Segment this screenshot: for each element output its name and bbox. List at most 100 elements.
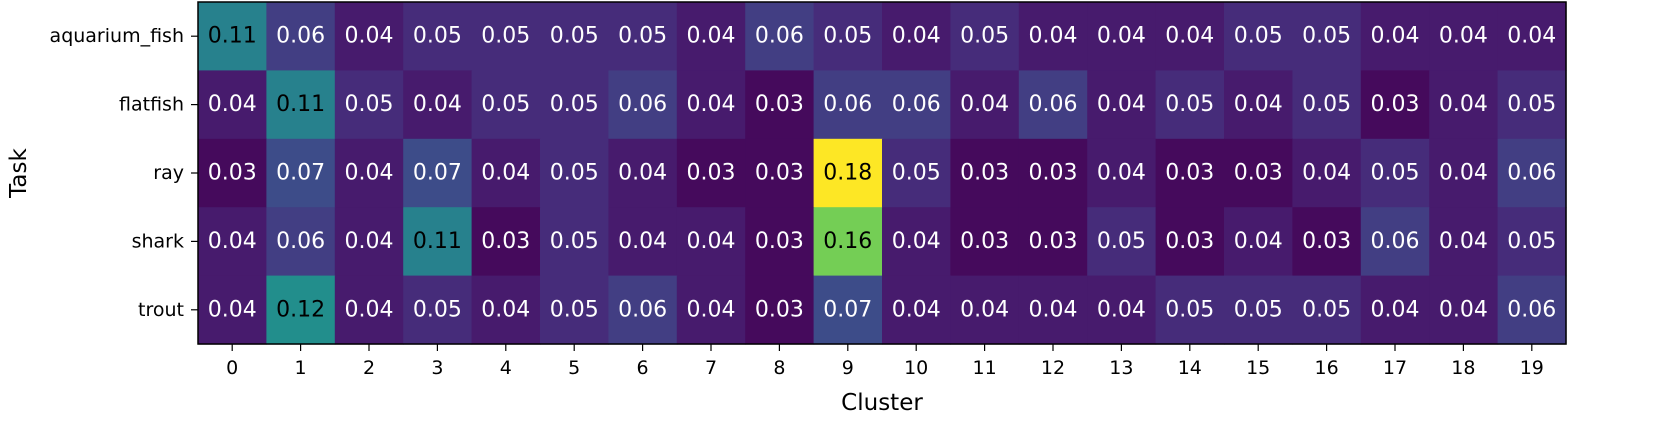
x-tick-label: 13: [1109, 357, 1133, 379]
cell-value-label: 0.16: [823, 229, 872, 254]
x-axis-ticks: 0 1 2 3 4 5 6 7 8 9 10 11 12 13 14 15 16 17 18 19: [226, 344, 1544, 379]
heatmap-cell-flatfish-5: [540, 70, 609, 140]
cell-value-label: 0.18: [823, 161, 872, 186]
heatmap-cell-ray-13: [1087, 138, 1157, 208]
heatmap-cell-trout-15: [1224, 275, 1293, 345]
heatmap-cell-trout-1: [266, 275, 336, 345]
heatmap-cell-trout-9: [813, 275, 883, 345]
y-tick-label: aquarium_fish: [50, 25, 184, 47]
heatmap-cell-shark-0: [198, 207, 267, 277]
cell-value-label: 0.04: [1234, 92, 1283, 117]
cell-value-label: 0.05: [823, 24, 872, 49]
cell-value-label: 0.03: [687, 161, 736, 186]
heatmap-cell-shark-17: [1360, 207, 1430, 277]
heatmap-cell-trout-8: [745, 275, 815, 345]
cell-value-label: 0.03: [755, 229, 804, 254]
heatmap-cell-ray-12: [1018, 138, 1088, 208]
heatmap-cell-aquarium_fish-7: [676, 2, 746, 71]
heatmap-cell-aquarium_fish-5: [540, 2, 609, 71]
cell-value-label: 0.04: [1439, 92, 1488, 117]
heatmap-cell-trout-19: [1497, 275, 1567, 345]
y-tick-label: ray: [153, 162, 184, 184]
cell-value-label: 0.11: [208, 24, 257, 49]
cell-value-label: 0.03: [1234, 161, 1283, 186]
cell-value-label: 0.04: [1439, 24, 1488, 49]
cell-value-label: 0.04: [1439, 161, 1488, 186]
heatmap-cell-ray-19: [1497, 138, 1567, 208]
cell-value-label: 0.05: [1371, 161, 1420, 186]
cell-value-label: 0.03: [1165, 229, 1214, 254]
heatmap-cell-flatfish-3: [403, 70, 473, 140]
y-tick-label: trout: [138, 299, 184, 321]
cell-value-label: 0.03: [1165, 161, 1214, 186]
cell-value-label: 0.05: [481, 24, 530, 49]
cell-value-label: 0.05: [481, 92, 530, 117]
cell-value-label: 0.06: [755, 24, 804, 49]
cell-value-label: 0.03: [755, 297, 804, 322]
heatmap-cell-ray-8: [745, 138, 815, 208]
cell-value-label: 0.06: [1371, 229, 1420, 254]
heatmap-cell-aquarium_fish-14: [1155, 2, 1225, 71]
cell-value-label: 0.04: [687, 229, 736, 254]
heatmap-cell-trout-12: [1018, 275, 1088, 345]
cell-value-label: 0.04: [1029, 24, 1078, 49]
heatmap-cell-shark-3: [403, 207, 473, 277]
heatmap-cell-trout-14: [1155, 275, 1225, 345]
heatmap-cell-aquarium_fish-10: [882, 2, 951, 71]
cell-value-label: 0.05: [413, 297, 462, 322]
heatmap-cell-shark-9: [813, 207, 883, 277]
y-tick-label: flatfish: [119, 94, 184, 116]
cell-annotations: 0.11 0.06 0.04 0.05 0.05 0.05 0.05 0.04 0.06 0.05…: [208, 24, 1557, 323]
x-tick-label: 4: [500, 357, 512, 379]
cell-value-label: 0.11: [276, 92, 325, 117]
cell-value-label: 0.03: [960, 229, 1009, 254]
heatmap-cell-shark-16: [1292, 207, 1362, 277]
cell-value-label: 0.05: [550, 24, 599, 49]
cell-value-label: 0.05: [413, 24, 462, 49]
cell-value-label: 0.05: [1507, 229, 1556, 254]
heatmap-cell-flatfish-12: [1018, 70, 1088, 140]
x-tick-label: 18: [1451, 357, 1475, 379]
heatmap-cell-ray-17: [1360, 138, 1430, 208]
heatmap-cell-ray-6: [608, 138, 678, 208]
cell-value-label: 0.04: [1439, 229, 1488, 254]
heatmap-cell-shark-2: [334, 207, 404, 277]
heatmap-cell-aquarium_fish-8: [745, 2, 815, 71]
cell-value-label: 0.04: [1029, 297, 1078, 322]
cell-value-label: 0.06: [823, 92, 872, 117]
heatmap-cell-ray-9: [813, 138, 883, 208]
heatmap-cell-flatfish-19: [1497, 70, 1567, 140]
cell-value-label: 0.06: [276, 229, 325, 254]
cell-value-label: 0.06: [892, 92, 941, 117]
cell-value-label: 0.04: [345, 161, 394, 186]
heatmap-cell-aquarium_fish-11: [950, 2, 1020, 71]
heatmap-cell-shark-11: [950, 207, 1020, 277]
cell-value-label: 0.06: [1507, 161, 1556, 186]
x-tick-label: 8: [773, 357, 785, 379]
heatmap-cell-trout-7: [676, 275, 746, 345]
cell-value-label: 0.04: [345, 24, 394, 49]
heatmap-cell-shark-14: [1155, 207, 1225, 277]
heatmap-cell-trout-13: [1087, 275, 1157, 345]
cell-value-label: 0.03: [755, 161, 804, 186]
x-tick-label: 1: [295, 357, 307, 379]
cell-value-label: 0.06: [276, 24, 325, 49]
cell-value-label: 0.05: [1097, 229, 1146, 254]
heatmap-cell-trout-5: [540, 275, 609, 345]
cell-value-label: 0.04: [892, 229, 941, 254]
cell-value-label: 0.05: [550, 92, 599, 117]
cell-value-label: 0.05: [550, 161, 599, 186]
heatmap-cell-flatfish-10: [882, 70, 951, 140]
heatmap-cell-trout-16: [1292, 275, 1362, 345]
heatmap-cell-ray-0: [198, 138, 267, 208]
heatmap-cell-flatfish-7: [676, 70, 746, 140]
cell-value-label: 0.04: [1371, 24, 1420, 49]
heatmap-cell-shark-7: [676, 207, 746, 277]
cell-value-label: 0.05: [1165, 92, 1214, 117]
cell-value-label: 0.05: [960, 24, 1009, 49]
heatmap-cell-trout-3: [403, 275, 473, 345]
cell-value-label: 0.05: [1234, 297, 1283, 322]
cell-value-label: 0.05: [1234, 24, 1283, 49]
heatmap-cell-shark-12: [1018, 207, 1088, 277]
cell-value-label: 0.04: [1439, 297, 1488, 322]
